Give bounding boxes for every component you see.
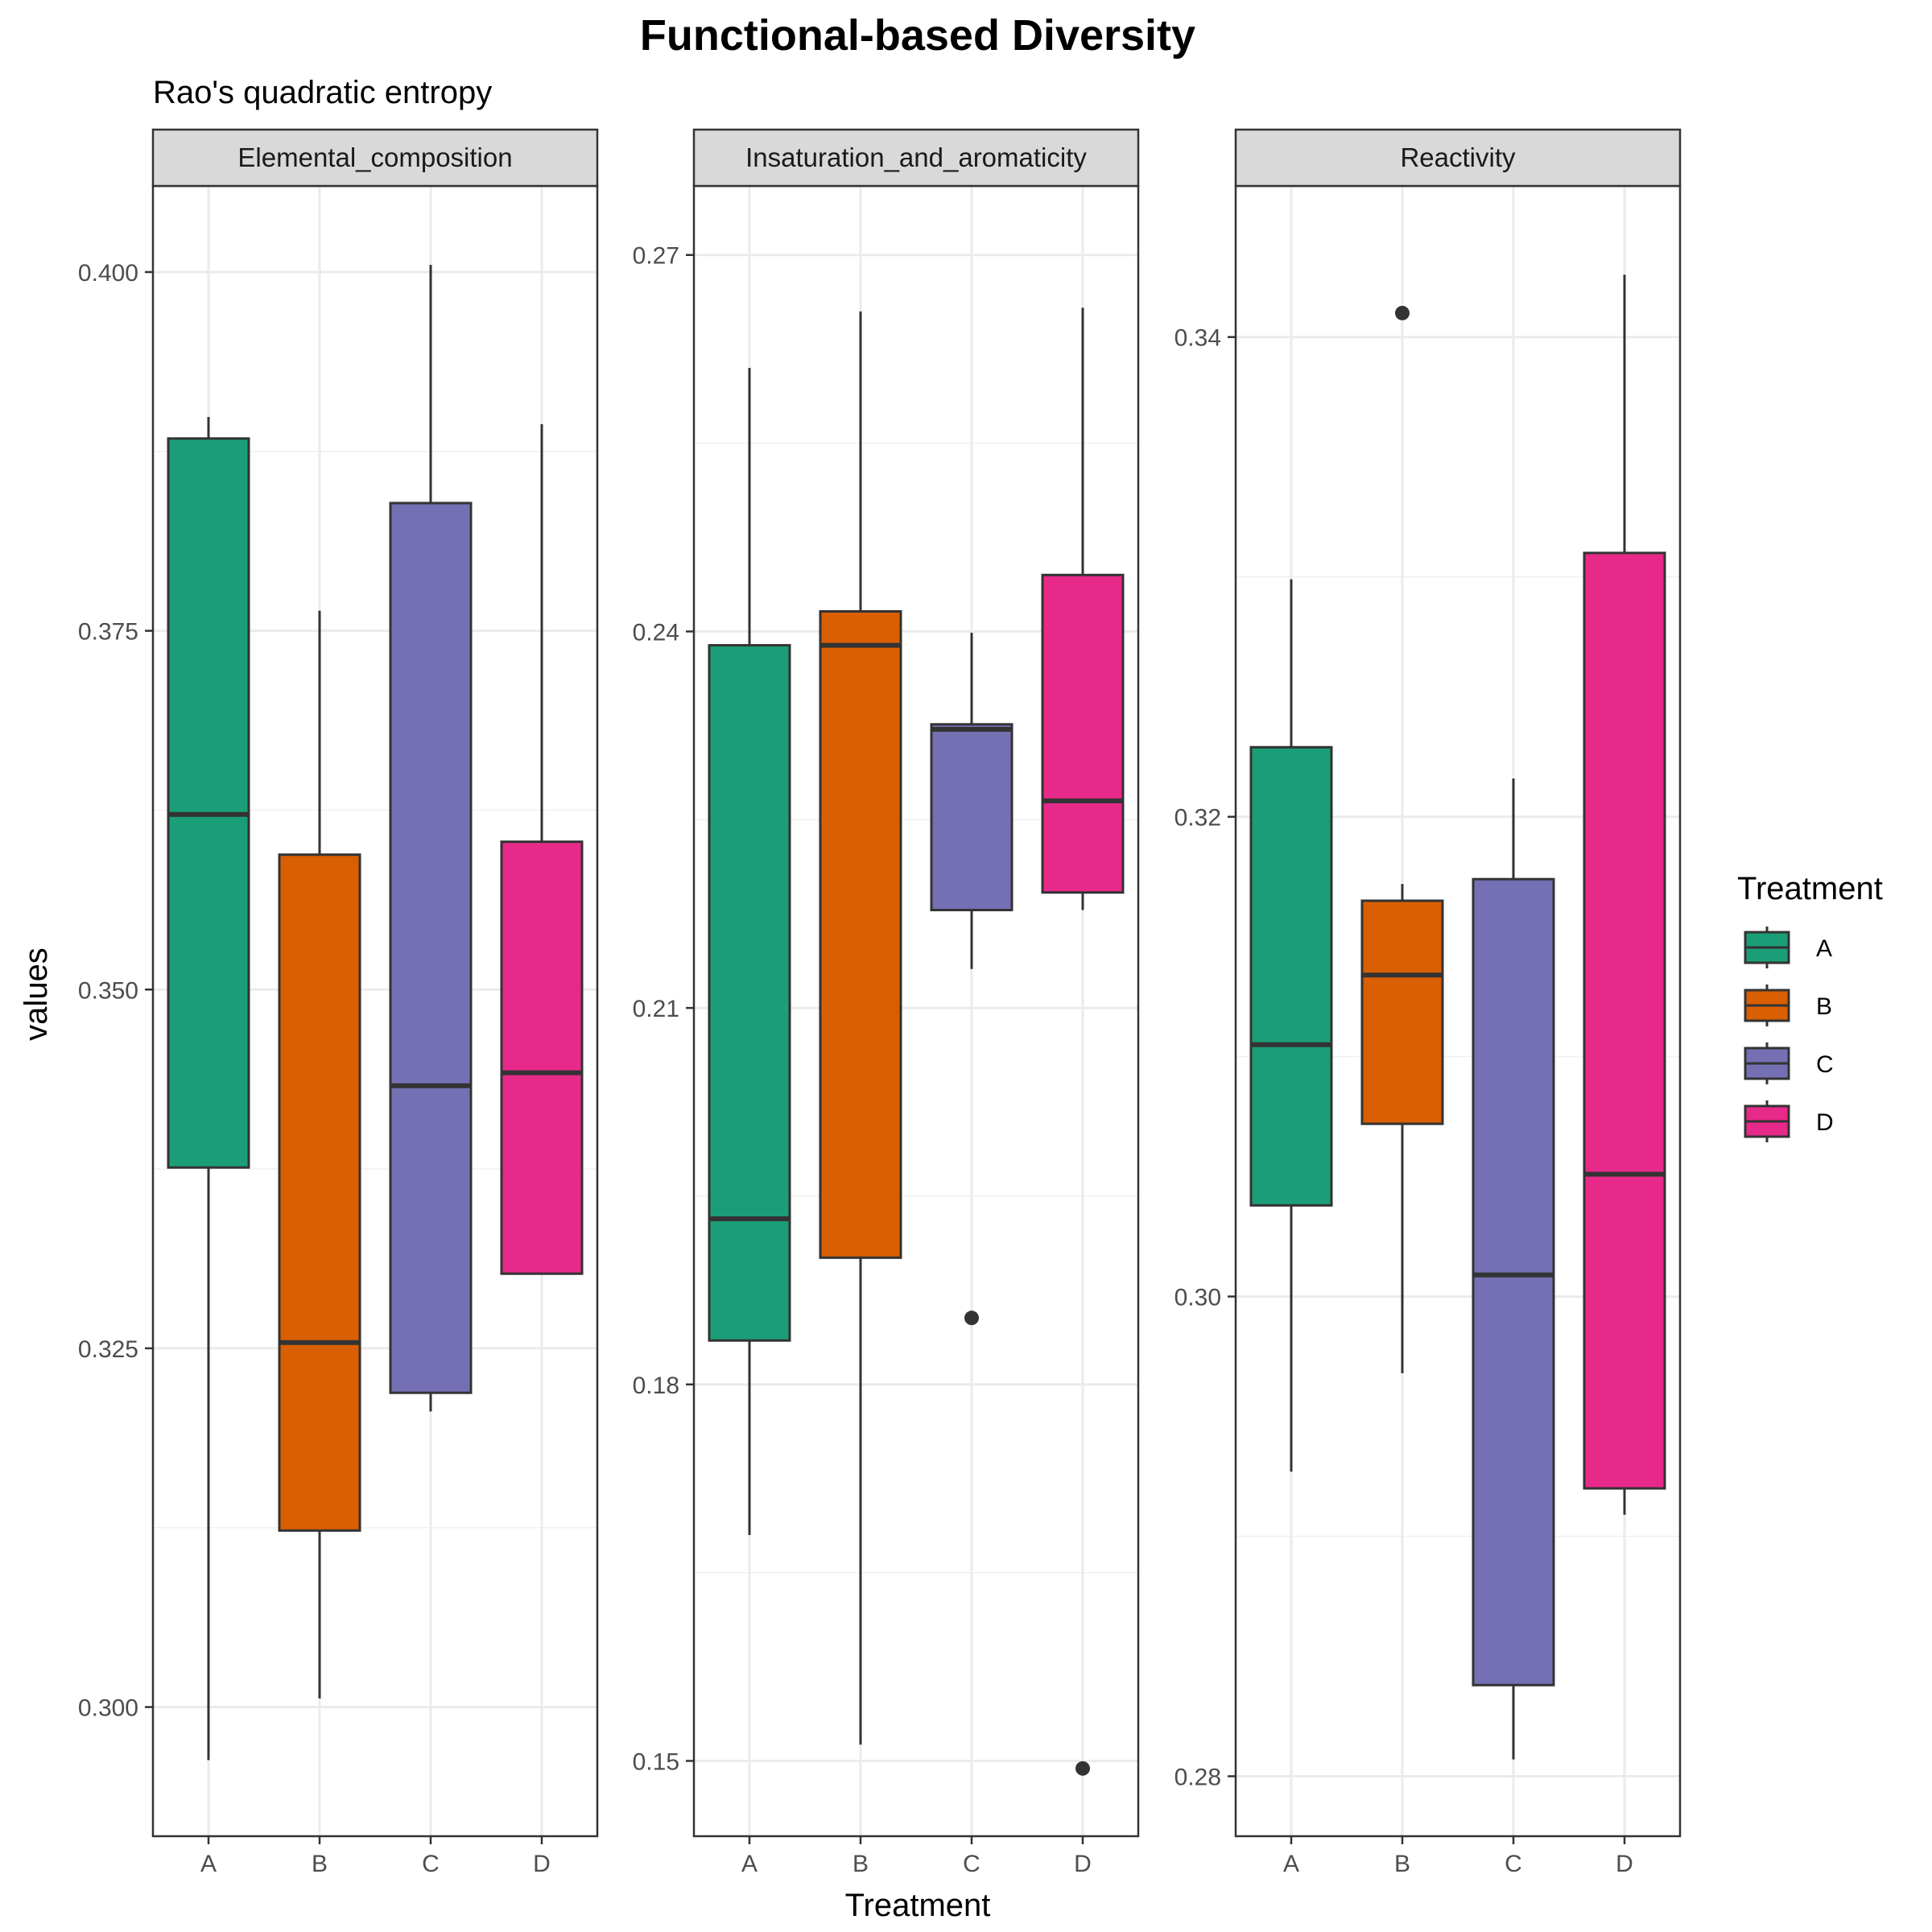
- box-a: [708, 368, 791, 1535]
- strip-label: Elemental_composition: [237, 142, 512, 172]
- legend: Treatment A B C D: [1737, 871, 1883, 1142]
- outlier-point: [964, 1311, 979, 1326]
- box-body: [389, 502, 473, 1394]
- legend-label: C: [1816, 1051, 1834, 1078]
- x-tick-label: B: [1394, 1851, 1410, 1877]
- box-b: [819, 311, 902, 1745]
- box-body: [1583, 551, 1666, 1490]
- x-tick-label: B: [852, 1851, 869, 1877]
- box-body: [500, 840, 584, 1275]
- facet-panel: Insaturation_and_aromaticity 0.15 0.18 0.21…: [633, 128, 1140, 1877]
- facet-panels: Elemental_composition 0.300 0.325 0.350 0.37…: [78, 128, 1682, 1877]
- y-tick-label: 0.27: [633, 243, 679, 270]
- strip-label: Insaturation_and_aromaticity: [745, 142, 1087, 172]
- y-tick-label: 0.325: [78, 1336, 138, 1363]
- y-tick-label: 0.350: [78, 977, 138, 1004]
- legend-entry-b: B: [1744, 985, 1832, 1026]
- box-body: [708, 644, 791, 1342]
- box-a: [167, 417, 250, 1761]
- box-d: [1041, 308, 1125, 1776]
- x-tick-label: C: [963, 1851, 980, 1877]
- y-tick-label: 0.30: [1174, 1285, 1221, 1311]
- x-tick-label: D: [533, 1851, 551, 1877]
- box-a: [1249, 579, 1333, 1472]
- y-tick-label: 0.15: [633, 1748, 679, 1775]
- legend-entry-a: A: [1744, 927, 1832, 968]
- legend-label: A: [1816, 935, 1832, 962]
- chart-title: Functional-based Diversity: [640, 11, 1195, 60]
- y-tick-label: 0.24: [633, 619, 679, 646]
- box-b: [278, 610, 361, 1699]
- box-b: [1360, 305, 1444, 1373]
- x-tick-label: B: [312, 1851, 328, 1877]
- box-body: [819, 609, 902, 1259]
- box-body: [1472, 877, 1555, 1686]
- box-c: [930, 632, 1013, 1326]
- box-body: [167, 437, 250, 1169]
- facet-panel: Elemental_composition 0.300 0.325 0.350 0.37…: [78, 128, 599, 1877]
- legend-title: Treatment: [1737, 871, 1883, 906]
- x-tick-label: C: [1505, 1851, 1522, 1877]
- box-c: [389, 265, 473, 1412]
- y-tick-label: 0.32: [1174, 805, 1221, 832]
- x-axis-title: Treatment: [845, 1888, 991, 1923]
- box-body: [930, 723, 1013, 912]
- y-tick-label: 0.21: [633, 996, 679, 1022]
- chart-subtitle: Rao's quadratic entropy: [153, 75, 492, 110]
- x-tick-label: A: [200, 1851, 217, 1877]
- strip-label: Reactivity: [1400, 142, 1516, 172]
- x-tick-label: A: [741, 1851, 758, 1877]
- legend-entry-c: C: [1744, 1042, 1834, 1084]
- outlier-point: [1395, 305, 1410, 320]
- box-d: [500, 423, 584, 1275]
- box-body: [278, 853, 361, 1532]
- y-tick-label: 0.34: [1174, 325, 1221, 352]
- box-body: [1360, 899, 1444, 1125]
- facet-panel: Reactivity 0.28 0.30 0.32 0.34 A B C D: [1174, 128, 1682, 1877]
- y-tick-label: 0.300: [78, 1695, 138, 1722]
- box-d: [1583, 275, 1666, 1515]
- legend-label: D: [1816, 1109, 1834, 1136]
- y-tick-label: 0.18: [633, 1373, 679, 1399]
- y-tick-label: 0.400: [78, 260, 138, 287]
- outlier-point: [1075, 1761, 1090, 1776]
- y-tick-label: 0.375: [78, 619, 138, 646]
- y-axis-title: values: [19, 947, 54, 1041]
- x-tick-label: D: [1074, 1851, 1092, 1877]
- strip-background: [1234, 128, 1682, 188]
- box-body: [1249, 745, 1333, 1207]
- y-tick-label: 0.28: [1174, 1765, 1221, 1791]
- box-c: [1472, 778, 1555, 1760]
- x-tick-label: C: [422, 1851, 440, 1877]
- x-tick-label: A: [1283, 1851, 1299, 1877]
- legend-label: B: [1816, 993, 1832, 1020]
- x-tick-label: D: [1616, 1851, 1633, 1877]
- legend-entry-d: D: [1744, 1100, 1834, 1142]
- box-body: [1041, 573, 1125, 894]
- strip-background: [692, 128, 1140, 188]
- strip-background: [151, 128, 599, 188]
